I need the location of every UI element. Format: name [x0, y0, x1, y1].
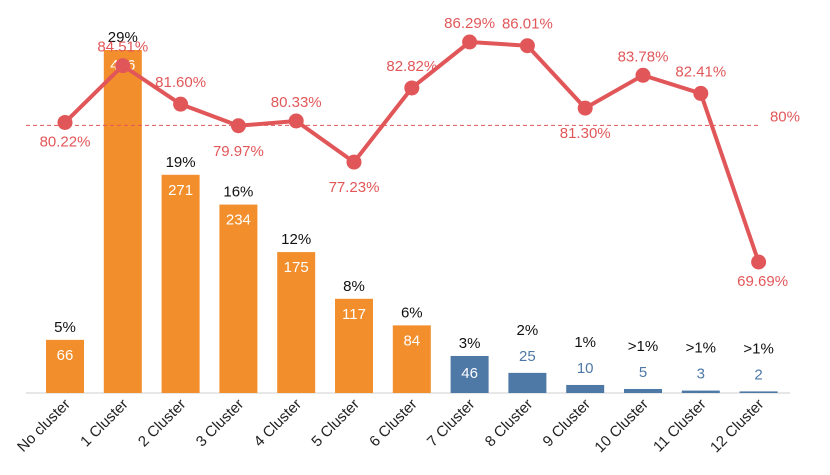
bar-percent-label: 12%: [281, 231, 311, 248]
line-point: [462, 34, 478, 50]
line-point: [57, 114, 73, 130]
bar: [46, 339, 84, 393]
x-tick-label: 9 Cluster: [540, 396, 594, 450]
bar: [624, 388, 662, 393]
bar: [103, 50, 142, 393]
line-value-label: 84.51%: [97, 39, 148, 56]
bar-value-label: 84: [403, 332, 420, 349]
x-tick-label: 3 Cluster: [193, 396, 247, 450]
x-tick-label: 1 Cluster: [77, 396, 131, 450]
bar-value-label: 10: [577, 360, 594, 377]
line-point: [115, 58, 131, 74]
bar: [392, 325, 431, 393]
bar-value-label: 46: [461, 365, 478, 382]
bar-percent-label: 1%: [574, 334, 596, 351]
line-value-label: 86.29%: [444, 15, 495, 32]
x-tick-label: 10 Cluster: [591, 396, 651, 456]
line-point: [577, 100, 593, 116]
bar-percent-label: >1%: [743, 340, 773, 357]
line-value-label: 69.69%: [737, 273, 788, 290]
x-tick-label: 2 Cluster: [135, 396, 189, 450]
line-point: [230, 118, 246, 134]
line-point: [404, 80, 420, 96]
x-tick-label: 6 Cluster: [366, 396, 420, 450]
line-point: [346, 154, 362, 170]
line-point: [519, 38, 535, 54]
bar-value-label: 271: [168, 182, 193, 199]
bar-percent-label: 6%: [401, 304, 423, 321]
bar-percent-label: 5%: [54, 319, 76, 336]
bar-value-label: 5: [639, 364, 647, 381]
x-tick-label: 11 Cluster: [650, 396, 710, 456]
line-value-label: 80.33%: [271, 94, 322, 111]
bar-percent-label: 19%: [166, 154, 196, 171]
bar: [450, 355, 489, 393]
reference-line-label: 80%: [770, 108, 800, 125]
bar: [739, 391, 778, 393]
bar: [681, 390, 720, 393]
bar: [219, 204, 258, 393]
bar-value-label: 117: [342, 306, 366, 323]
bar-value-label: 3: [697, 366, 705, 383]
bar: [277, 252, 316, 393]
bar-value-label: 66: [57, 347, 74, 364]
bar-percent-label: 3%: [459, 335, 481, 352]
line-value-label: 81.60%: [155, 74, 206, 91]
bar: [335, 298, 373, 393]
line-point: [751, 254, 767, 270]
bar: [161, 174, 200, 393]
bar-percent-label: 2%: [517, 322, 539, 339]
bar: [566, 384, 605, 393]
x-tick-label: 12 Cluster: [707, 396, 767, 456]
line-value-label: 82.41%: [675, 63, 726, 80]
bar-percent-label: >1%: [628, 338, 658, 355]
line-value-label: 82.82%: [386, 58, 437, 75]
line-value-label: 80.22%: [40, 133, 91, 150]
bar-percent-label: 8%: [343, 278, 365, 295]
x-tick-label: No cluster: [14, 396, 74, 456]
line-value-label: 86.01%: [502, 16, 553, 33]
x-tick-label: 5 Cluster: [308, 396, 362, 450]
bar-value-label: 25: [519, 348, 536, 365]
line-value-label: 77.23%: [329, 179, 380, 196]
line-value-label: 79.97%: [213, 143, 264, 160]
line-point: [635, 67, 651, 83]
x-tick-label: 4 Cluster: [251, 396, 305, 450]
bar-percent-label: 29%: [108, 29, 138, 46]
line-point: [173, 96, 189, 112]
line-value-label: 83.78%: [618, 48, 669, 65]
bar-percent-label: 16%: [223, 184, 253, 201]
bar-value-label: 2: [754, 366, 762, 383]
line-value-label: 81.30%: [560, 125, 611, 142]
x-tick-label: 8 Cluster: [482, 396, 536, 450]
bar-percent-label: >1%: [686, 340, 716, 357]
bar-value-label: 234: [226, 212, 251, 229]
line-point: [288, 113, 304, 129]
line-point: [693, 85, 709, 101]
x-tick-label: 7 Cluster: [424, 396, 478, 450]
bar-value-label: 175: [284, 259, 309, 276]
bar: [508, 372, 547, 393]
